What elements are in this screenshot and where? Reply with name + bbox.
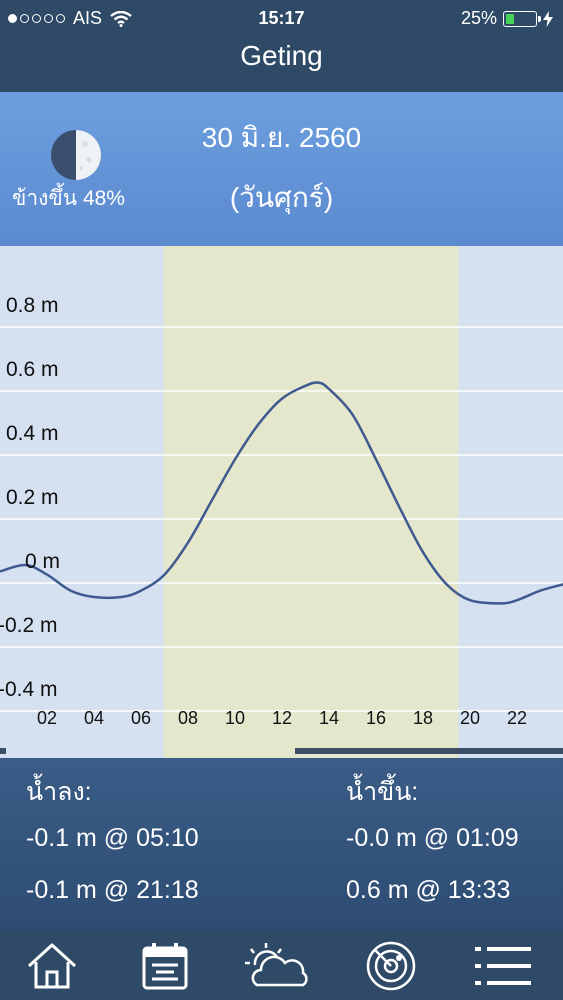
carrier-label: AIS <box>73 8 103 28</box>
daylight-band <box>163 246 459 760</box>
signal-strength-icon <box>8 14 65 23</box>
chart-scroll-start <box>0 748 6 754</box>
moon-phase-label: ข้างขึ้น 48% <box>12 187 125 210</box>
wifi-icon <box>110 10 132 27</box>
page-title: Geting <box>240 40 323 71</box>
battery-icon <box>503 10 541 27</box>
date-label: 30 มิ.ย. 2560 <box>201 122 362 153</box>
y-tick-label: 0.2 m <box>6 486 59 509</box>
x-tick-label: 16 <box>365 708 387 728</box>
tab-calendar[interactable] <box>130 938 200 994</box>
y-tick-label: -0.4 m <box>0 678 58 701</box>
tab-bar <box>0 930 563 1000</box>
x-tick-label: 14 <box>318 708 340 728</box>
radar-icon <box>366 941 416 991</box>
home-icon <box>27 943 77 989</box>
clock: 15:17 <box>258 8 305 28</box>
weather-icon <box>245 943 308 987</box>
chart-scroll-indicator <box>295 748 563 754</box>
tab-weather[interactable] <box>243 938 313 994</box>
x-tick-label: 08 <box>177 708 199 728</box>
low-tide-2: -0.1 m @ 21:18 <box>26 876 199 904</box>
status-left: AIS <box>8 8 132 29</box>
tab-home[interactable] <box>17 938 87 994</box>
status-bar: AIS 15:17 25% <box>0 0 563 36</box>
x-tick-label: 02 <box>36 708 58 728</box>
x-tick-label: 18 <box>412 708 434 728</box>
low-tide-1: -0.1 m @ 05:10 <box>26 824 199 852</box>
tab-radar[interactable] <box>356 938 426 994</box>
x-tick-label: 22 <box>506 708 528 728</box>
tide-summary: น้ำลง: น้ำขึ้น: -0.1 m @ 05:10 -0.1 m @ … <box>0 758 563 930</box>
high-tide-1: -0.0 m @ 01:09 <box>346 824 519 852</box>
nav-bar: Geting <box>0 36 563 92</box>
charging-icon <box>543 10 553 27</box>
low-tide-title: น้ำลง: <box>26 778 92 806</box>
x-tick-label: 12 <box>271 708 293 728</box>
y-tick-label: 0.6 m <box>6 358 59 381</box>
calendar-icon <box>142 943 188 990</box>
y-tick-label: 0 m <box>25 550 61 573</box>
x-tick-label: 10 <box>224 708 246 728</box>
tab-menu[interactable] <box>468 938 538 994</box>
x-tick-label: 06 <box>130 708 152 728</box>
menu-icon <box>475 947 531 985</box>
battery-percent: 25% <box>460 8 497 28</box>
half-moon-icon <box>51 130 101 180</box>
weekday-label: (วันศุกร์) <box>229 182 334 213</box>
x-tick-label: 04 <box>83 708 105 728</box>
x-tick-label: 20 <box>459 708 481 728</box>
high-tide-title: น้ำขึ้น: <box>346 778 419 806</box>
tide-chart-svg <box>0 246 563 760</box>
tide-chart: 0.8 m 0.6 m 0.4 m 0.2 m 0 m -0.2 m -0.4 m 02 04… <box>0 246 563 760</box>
status-right: 25% <box>461 8 553 29</box>
high-tide-2: 0.6 m @ 13:33 <box>346 876 511 904</box>
y-tick-label: 0.4 m <box>6 422 59 445</box>
y-tick-label: 0.8 m <box>6 294 59 317</box>
y-tick-label: -0.2 m <box>0 614 58 637</box>
tide-curve <box>0 381 563 605</box>
